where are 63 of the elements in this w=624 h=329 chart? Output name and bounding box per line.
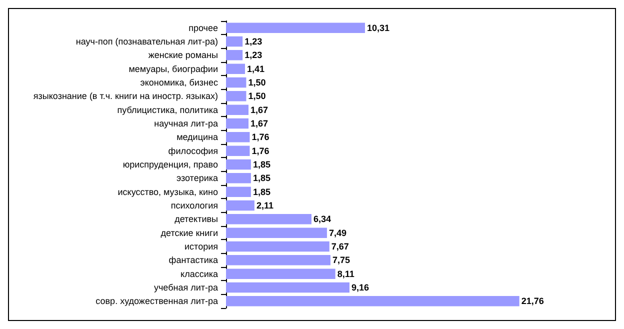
data-label: 1,41 <box>247 64 265 74</box>
y-tick-label: детские книги <box>160 228 218 238</box>
data-label: 2,11 <box>256 200 274 210</box>
y-tick-label: психология <box>170 200 218 210</box>
bar <box>226 255 330 266</box>
y-tick-label: фантастика <box>168 255 218 266</box>
data-label: 1,85 <box>252 186 270 197</box>
y-tick-label: классика <box>180 268 218 279</box>
data-label: 7,49 <box>328 228 346 238</box>
y-tick-label: детективы <box>174 214 218 224</box>
y-tick-label: женские романы <box>148 50 218 60</box>
bar <box>226 91 246 102</box>
y-tick-label: медицина <box>176 132 218 142</box>
bar <box>226 296 520 306</box>
bar <box>226 36 243 47</box>
y-tick-label: мемуары, биографии <box>128 64 218 74</box>
bar <box>226 214 312 224</box>
y-tick-label: эзотерика <box>176 173 218 184</box>
y-tick-label: языкознание (в т.ч. книги на иностр. языках) <box>33 91 218 102</box>
bar <box>226 132 250 142</box>
bar <box>226 173 251 184</box>
bar <box>226 22 365 33</box>
data-label: 1,23 <box>244 36 262 46</box>
bar <box>226 282 350 293</box>
data-label: 1,85 <box>252 173 270 184</box>
data-label: 1,23 <box>244 50 262 60</box>
data-label: 21,76 <box>521 296 544 306</box>
y-tick-label: публицистика, политика <box>117 104 218 115</box>
y-tick-label: научная лит-ра <box>154 118 218 128</box>
y-tick-label: юриспруденция, право <box>122 160 218 170</box>
bar <box>226 200 254 211</box>
data-label: 1,67 <box>250 104 268 115</box>
data-label: 1,67 <box>250 118 268 128</box>
y-tick-label: учебная лит-ра <box>154 282 218 292</box>
bar <box>226 77 246 88</box>
bar <box>226 241 330 252</box>
bar <box>226 146 250 156</box>
data-label: 8,11 <box>337 268 354 279</box>
bar <box>226 228 327 238</box>
bar <box>226 64 246 74</box>
y-tick-label: науч-поп (познавательная лит-ра) <box>76 36 218 46</box>
y-tick-label: искусство, музыка, кино <box>118 186 218 197</box>
data-label: 7,75 <box>332 255 350 266</box>
y-tick-label: философия <box>168 146 218 156</box>
data-label: 7,67 <box>331 242 349 252</box>
y-tick-label: экономика, бизнес <box>140 78 218 88</box>
data-label: 6,34 <box>313 214 331 224</box>
data-label: 1,50 <box>248 91 266 102</box>
bar <box>226 104 249 115</box>
bar <box>226 118 249 129</box>
data-label: 1,76 <box>252 146 270 156</box>
data-label: 1,85 <box>252 160 270 170</box>
data-label: 1,50 <box>248 78 266 88</box>
data-label: 10,31 <box>366 22 390 33</box>
y-tick-label: история <box>184 242 218 252</box>
data-label: 1,76 <box>252 132 270 142</box>
bar <box>226 159 251 170</box>
bar <box>226 186 251 197</box>
data-label: 9,16 <box>351 282 370 292</box>
y-tick-label: прочее <box>188 22 218 33</box>
y-tick-label: совр. художественная лит-ра <box>96 296 218 306</box>
bar <box>226 50 243 60</box>
bar <box>226 268 336 279</box>
